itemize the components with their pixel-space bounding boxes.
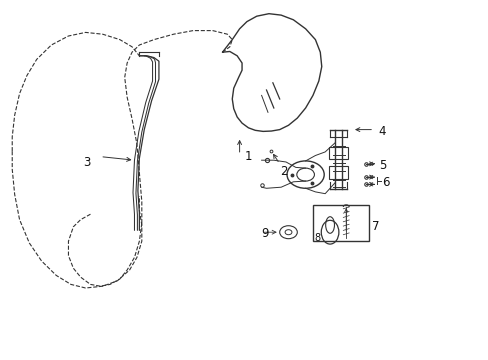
Text: 1: 1	[244, 150, 251, 163]
Text: 7: 7	[371, 220, 378, 233]
Text: 2: 2	[279, 165, 286, 177]
Text: 8: 8	[313, 233, 320, 243]
Bar	[328, 166, 347, 179]
Text: 9: 9	[261, 227, 268, 240]
Bar	[328, 147, 347, 159]
Text: 4: 4	[377, 125, 385, 138]
Text: 6: 6	[382, 176, 389, 189]
Text: 5: 5	[378, 159, 386, 172]
Text: 3: 3	[83, 156, 90, 168]
Bar	[312, 205, 368, 241]
